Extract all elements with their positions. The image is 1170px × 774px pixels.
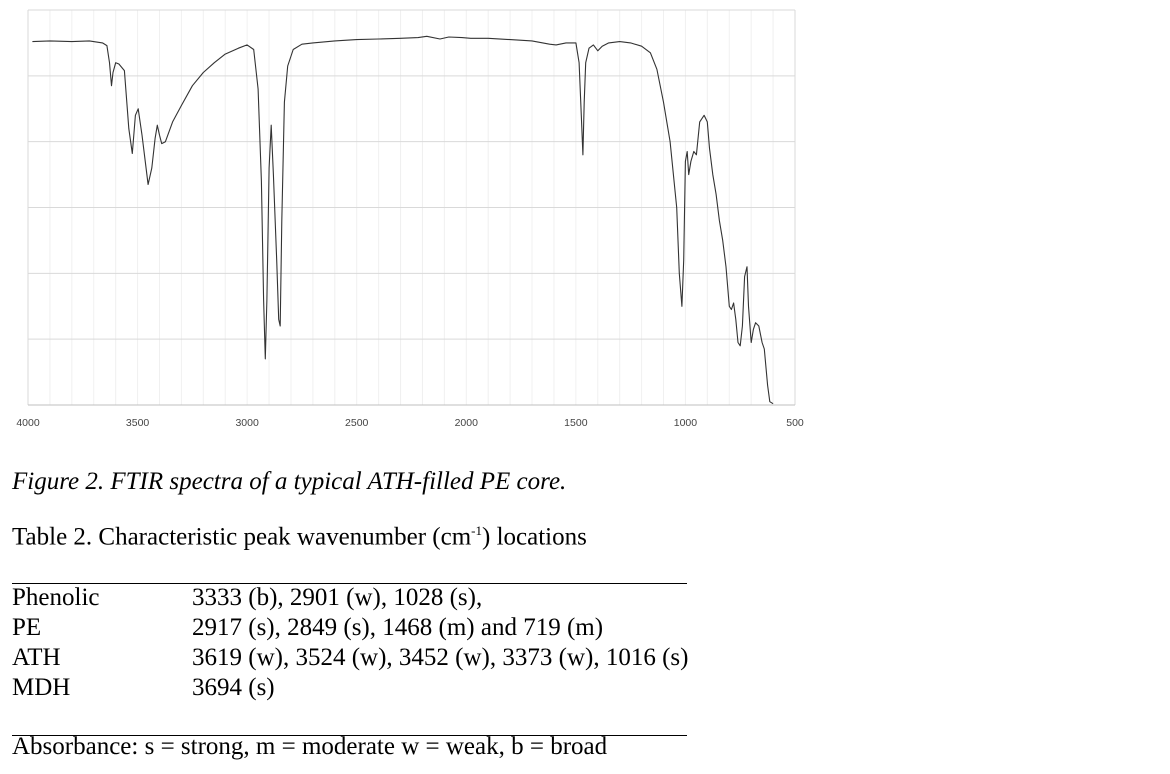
table-title-text: Table 2. Characteristic peak wavenumber …	[12, 523, 472, 551]
material-name: ATH	[12, 644, 61, 671]
figure-caption: Figure 2. FTIR spectra of a typical ATH-…	[12, 468, 567, 495]
x-tick-label: 500	[786, 417, 804, 429]
peak-list: 3333 (b), 2901 (w), 1028 (s),	[192, 584, 483, 611]
x-axis-tick-labels: 4000 3500 3000 2500 2000 1500 1000 500	[16, 417, 804, 429]
peak-list: 3619 (w), 3524 (w), 3452 (w), 3373 (w), …	[192, 644, 689, 671]
table-title-superscript: -1	[471, 523, 482, 538]
x-tick-label: 2000	[455, 417, 479, 429]
material-name: MDH	[12, 674, 71, 701]
table-bottom-rule	[12, 735, 687, 736]
table-top-rule	[12, 583, 687, 584]
x-tick-label: 4000	[16, 417, 40, 429]
x-tick-label: 1500	[564, 417, 588, 429]
x-tick-label: 1000	[674, 417, 698, 429]
x-tick-label: 3500	[126, 417, 150, 429]
material-name: PE	[12, 614, 42, 641]
spectrum-line	[32, 35, 774, 405]
peak-list: 3694 (s)	[192, 674, 275, 701]
peak-list: 2917 (s), 2849 (s), 1468 (m) and 719 (m)	[192, 614, 604, 641]
table-footnote: Absorbance: s = strong, m = moderate w =…	[12, 733, 608, 760]
chart-gridlines	[27, 9, 796, 406]
x-tick-label: 3000	[235, 417, 259, 429]
x-tick-label: 2500	[345, 417, 369, 429]
table-title-suffix: ) locations	[482, 523, 587, 551]
table-title: Table 2. Characteristic peak wavenumber …	[12, 523, 587, 551]
ftir-spectrum-chart: 4000 3500 3000 2500 2000 1500 1000 500	[16, 9, 804, 429]
material-name: Phenolic	[12, 584, 100, 611]
